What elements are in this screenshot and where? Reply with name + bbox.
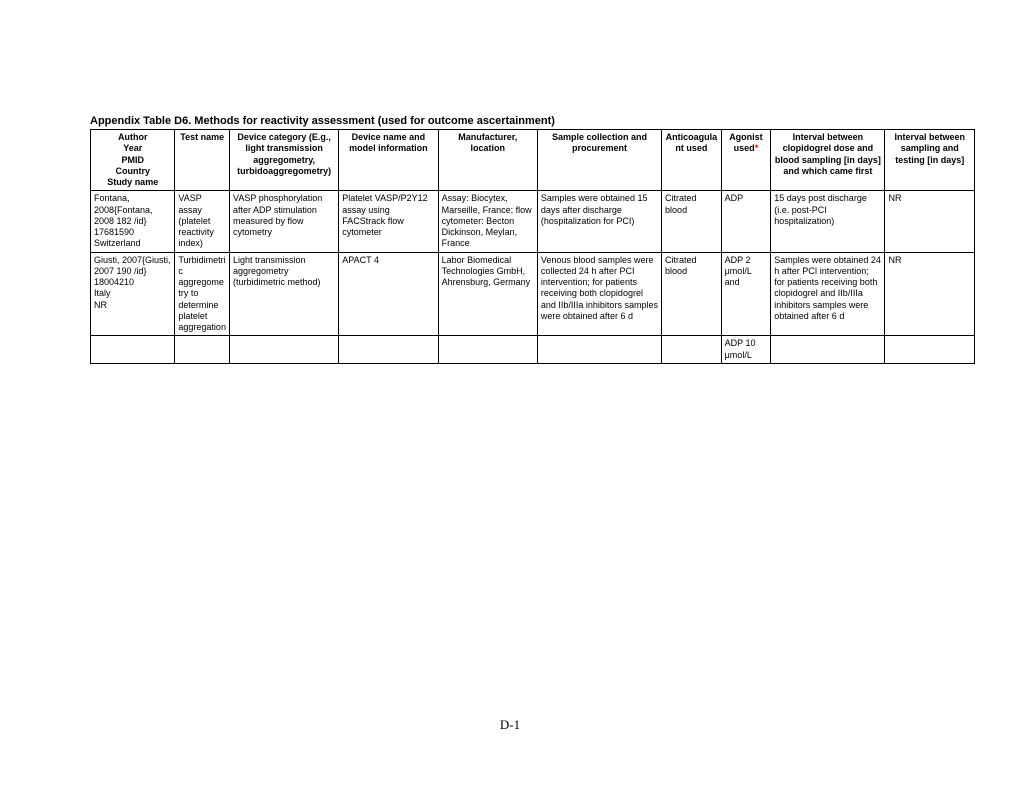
table-cell	[537, 336, 661, 364]
page-number: D-1	[0, 717, 1020, 733]
table-title: Appendix Table D6. Methods for reactivit…	[90, 115, 975, 127]
table-cell: ADP 10 μmol/L	[721, 336, 771, 364]
table-cell: Platelet VASP/P2Y12 assay using FACStrac…	[339, 191, 438, 252]
table-cell: Fontana, 2008{Fontana, 2008 182 /id}1768…	[91, 191, 175, 252]
data-table: AuthorYearPMIDCountryStudy name Test nam…	[90, 129, 975, 364]
table-cell	[885, 336, 975, 364]
table-cell: NR	[885, 191, 975, 252]
table-cell: Giusti, 2007{Giusti, 2007 190 /id}180042…	[91, 252, 175, 336]
col-interval-sampling: Interval between sampling and testing [i…	[885, 130, 975, 191]
col-author: AuthorYearPMIDCountryStudy name	[91, 130, 175, 191]
col-sample-collection: Sample collection and procurement	[537, 130, 661, 191]
col-agonist: Agonist used*	[721, 130, 771, 191]
col-interval-dose: Interval between clopidogrel dose and bl…	[771, 130, 885, 191]
red-asterisk: *	[755, 143, 759, 153]
table-cell: VASP phosphorylation after ADP stimulati…	[230, 191, 339, 252]
table-cell	[662, 336, 722, 364]
table-cell: APACT 4	[339, 252, 438, 336]
header-row: AuthorYearPMIDCountryStudy name Test nam…	[91, 130, 975, 191]
col-manufacturer: Manufacturer, location	[438, 130, 537, 191]
table-cell	[438, 336, 537, 364]
col-device-name: Device name and model information	[339, 130, 438, 191]
table-cell: Labor Biomedical Technologies GmbH, Ahre…	[438, 252, 537, 336]
table-cell: 15 days post discharge (i.e. post-PCI ho…	[771, 191, 885, 252]
table-cell	[771, 336, 885, 364]
table-cell: Samples were obtained 24 h after PCI int…	[771, 252, 885, 336]
table-cell: Citrated blood	[662, 191, 722, 252]
table-cell: ADP 2 μmol/L and	[721, 252, 771, 336]
col-test-name: Test name	[175, 130, 230, 191]
table-row: Fontana, 2008{Fontana, 2008 182 /id}1768…	[91, 191, 975, 252]
table-cell	[230, 336, 339, 364]
table-cell	[91, 336, 175, 364]
table-row: ADP 10 μmol/L	[91, 336, 975, 364]
table-cell: Venous blood samples were collected 24 h…	[537, 252, 661, 336]
col-anticoagulant: Anticoagulant used	[662, 130, 722, 191]
table-cell: NR	[885, 252, 975, 336]
table-cell: Samples were obtained 15 days after disc…	[537, 191, 661, 252]
col-device-category: Device category (E.g., light transmissio…	[230, 130, 339, 191]
table-cell: Citrated blood	[662, 252, 722, 336]
table-cell: Turbidimetric aggregometry to determine …	[175, 252, 230, 336]
table-cell: Light transmission aggregometry (turbidi…	[230, 252, 339, 336]
table-cell	[339, 336, 438, 364]
table-cell: ADP	[721, 191, 771, 252]
table-row: Giusti, 2007{Giusti, 2007 190 /id}180042…	[91, 252, 975, 336]
table-cell: Assay: Biocytex, Marseille, France; flow…	[438, 191, 537, 252]
table-cell	[175, 336, 230, 364]
table-cell: VASP assay (platelet reactivity index)	[175, 191, 230, 252]
